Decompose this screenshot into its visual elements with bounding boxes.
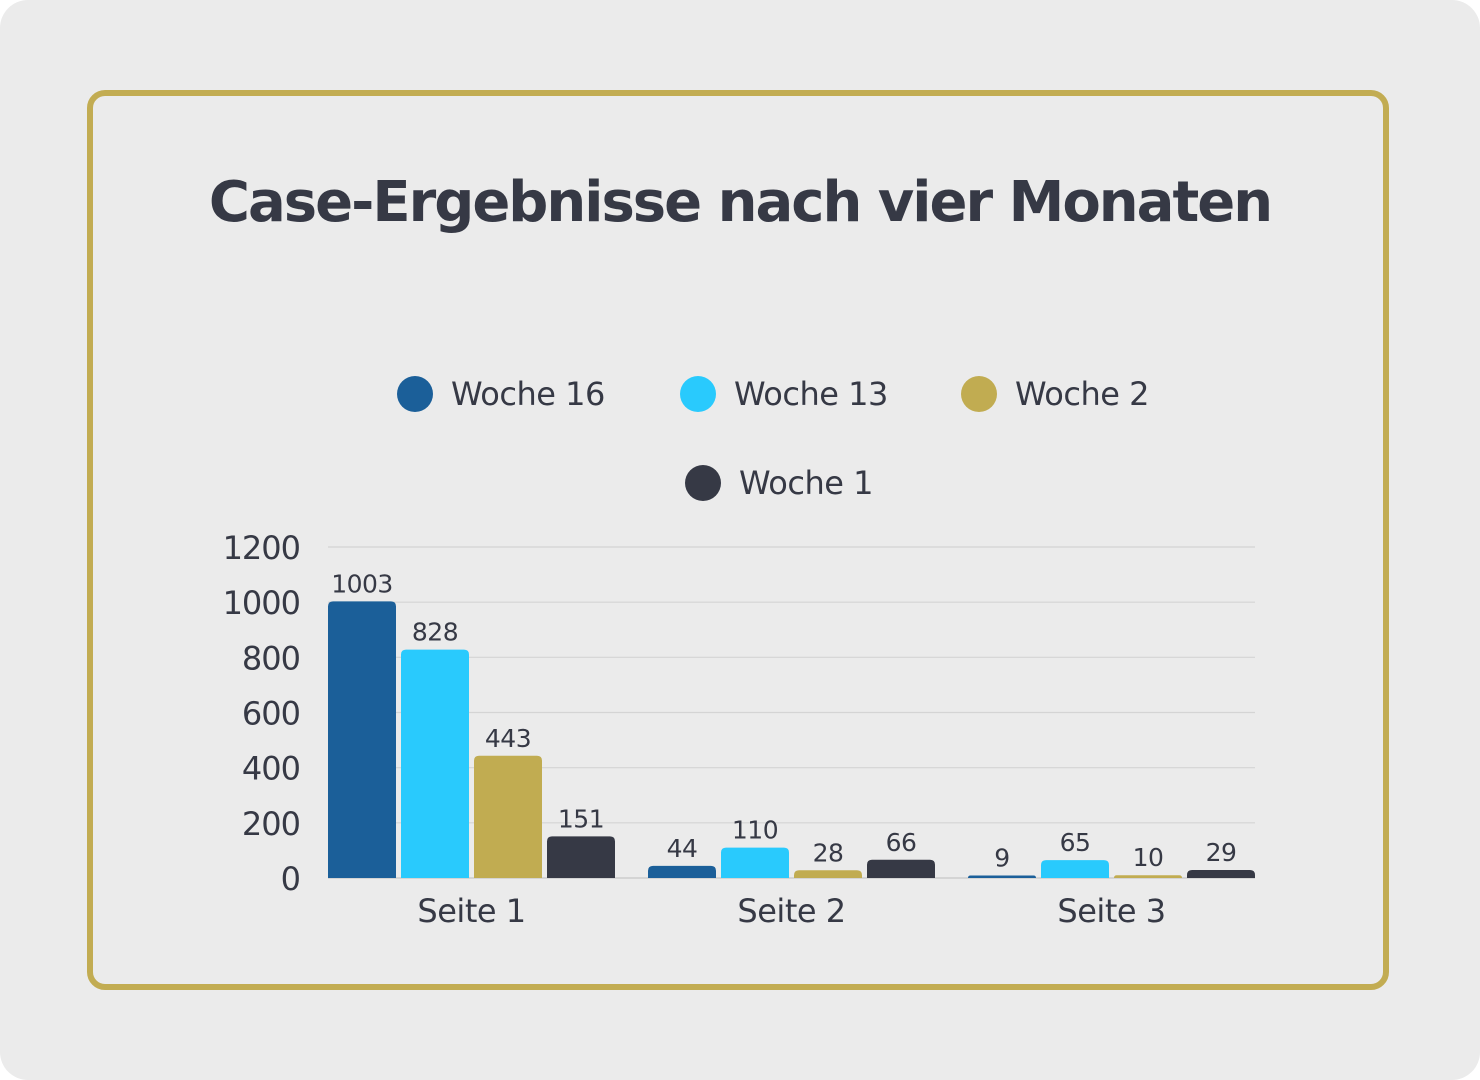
legend-dot-icon	[685, 465, 721, 501]
y-tick-label: 600	[242, 695, 300, 733]
y-tick-label: 200	[242, 805, 300, 843]
y-tick-label: 0	[281, 860, 300, 898]
bar	[401, 649, 469, 878]
bar-value-label: 44	[667, 834, 698, 863]
bar	[867, 859, 935, 878]
x-category-label: Seite 1	[417, 892, 525, 930]
bar-value-label: 28	[813, 838, 844, 867]
bar-value-label: 1003	[331, 569, 393, 598]
bar-value-label: 66	[886, 828, 917, 857]
bar	[794, 870, 862, 878]
bar-value-label: 110	[732, 816, 778, 845]
legend-dot-icon	[397, 376, 433, 412]
bar	[968, 875, 1036, 878]
bar-value-label: 29	[1206, 838, 1237, 867]
x-category-label: Seite 3	[1057, 892, 1165, 930]
legend-item-woche-1: Woche 1	[685, 463, 873, 503]
chart-frame	[87, 90, 1389, 990]
bar	[328, 601, 396, 878]
legend-item-woche-2: Woche 2	[961, 374, 1149, 414]
bar	[474, 755, 542, 878]
legend-dot-icon	[680, 376, 716, 412]
bar	[547, 836, 615, 878]
bar-value-label: 10	[1133, 843, 1164, 872]
y-tick-label: 800	[242, 639, 300, 677]
legend-label: Woche 16	[451, 375, 605, 413]
bar-value-label: 828	[412, 618, 458, 647]
chart-title: Case-Ergebnisse nach vier Monaten	[208, 170, 1273, 235]
y-tick-label: 400	[242, 750, 300, 788]
legend-label: Woche 2	[1015, 375, 1149, 413]
legend-label: Woche 1	[739, 464, 873, 502]
bar	[648, 865, 716, 878]
legend-item-woche-16: Woche 16	[397, 374, 605, 414]
bar	[721, 847, 789, 878]
bar	[1041, 860, 1109, 878]
legend-label: Woche 13	[734, 375, 888, 413]
y-tick-label: 1000	[223, 584, 300, 622]
bar	[1187, 870, 1255, 878]
bar	[1114, 875, 1182, 878]
legend-item-woche-13: Woche 13	[680, 374, 888, 414]
x-category-label: Seite 2	[737, 892, 845, 930]
bar-value-label: 9	[994, 844, 1009, 873]
y-tick-label: 1200	[223, 529, 300, 567]
legend-dot-icon	[961, 376, 997, 412]
bar-value-label: 65	[1060, 828, 1091, 857]
bar-value-label: 443	[485, 724, 531, 753]
bar-value-label: 151	[558, 804, 604, 833]
